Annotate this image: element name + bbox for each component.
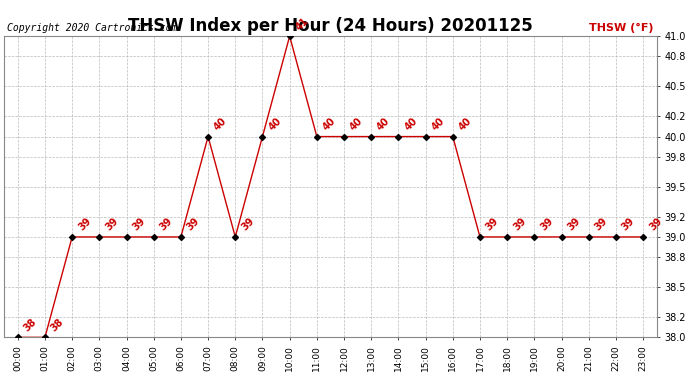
Text: 40: 40 — [430, 116, 446, 132]
Text: 39: 39 — [511, 216, 528, 233]
Title: THSW Index per Hour (24 Hours) 20201125: THSW Index per Hour (24 Hours) 20201125 — [128, 16, 533, 34]
Text: 38: 38 — [49, 316, 66, 333]
Text: 39: 39 — [566, 216, 582, 233]
Text: Copyright 2020 Cartronics.com: Copyright 2020 Cartronics.com — [8, 23, 178, 33]
Text: 39: 39 — [158, 216, 175, 233]
Text: 40: 40 — [266, 116, 283, 132]
Text: THSW (°F): THSW (°F) — [589, 23, 653, 33]
Text: 39: 39 — [538, 216, 555, 233]
Text: 39: 39 — [620, 216, 637, 233]
Text: 39: 39 — [77, 216, 93, 233]
Text: 39: 39 — [239, 216, 256, 233]
Text: 40: 40 — [457, 116, 473, 132]
Text: 39: 39 — [130, 216, 147, 233]
Text: 40: 40 — [321, 116, 337, 132]
Text: 40: 40 — [375, 116, 392, 132]
Text: 39: 39 — [647, 216, 664, 233]
Text: 39: 39 — [185, 216, 201, 233]
Text: 39: 39 — [593, 216, 609, 233]
Text: 41: 41 — [294, 15, 310, 32]
Text: 39: 39 — [104, 216, 120, 233]
Text: 38: 38 — [22, 316, 39, 333]
Text: 40: 40 — [402, 116, 420, 132]
Text: 40: 40 — [348, 116, 365, 132]
Text: 40: 40 — [213, 116, 229, 132]
Text: 39: 39 — [484, 216, 501, 233]
